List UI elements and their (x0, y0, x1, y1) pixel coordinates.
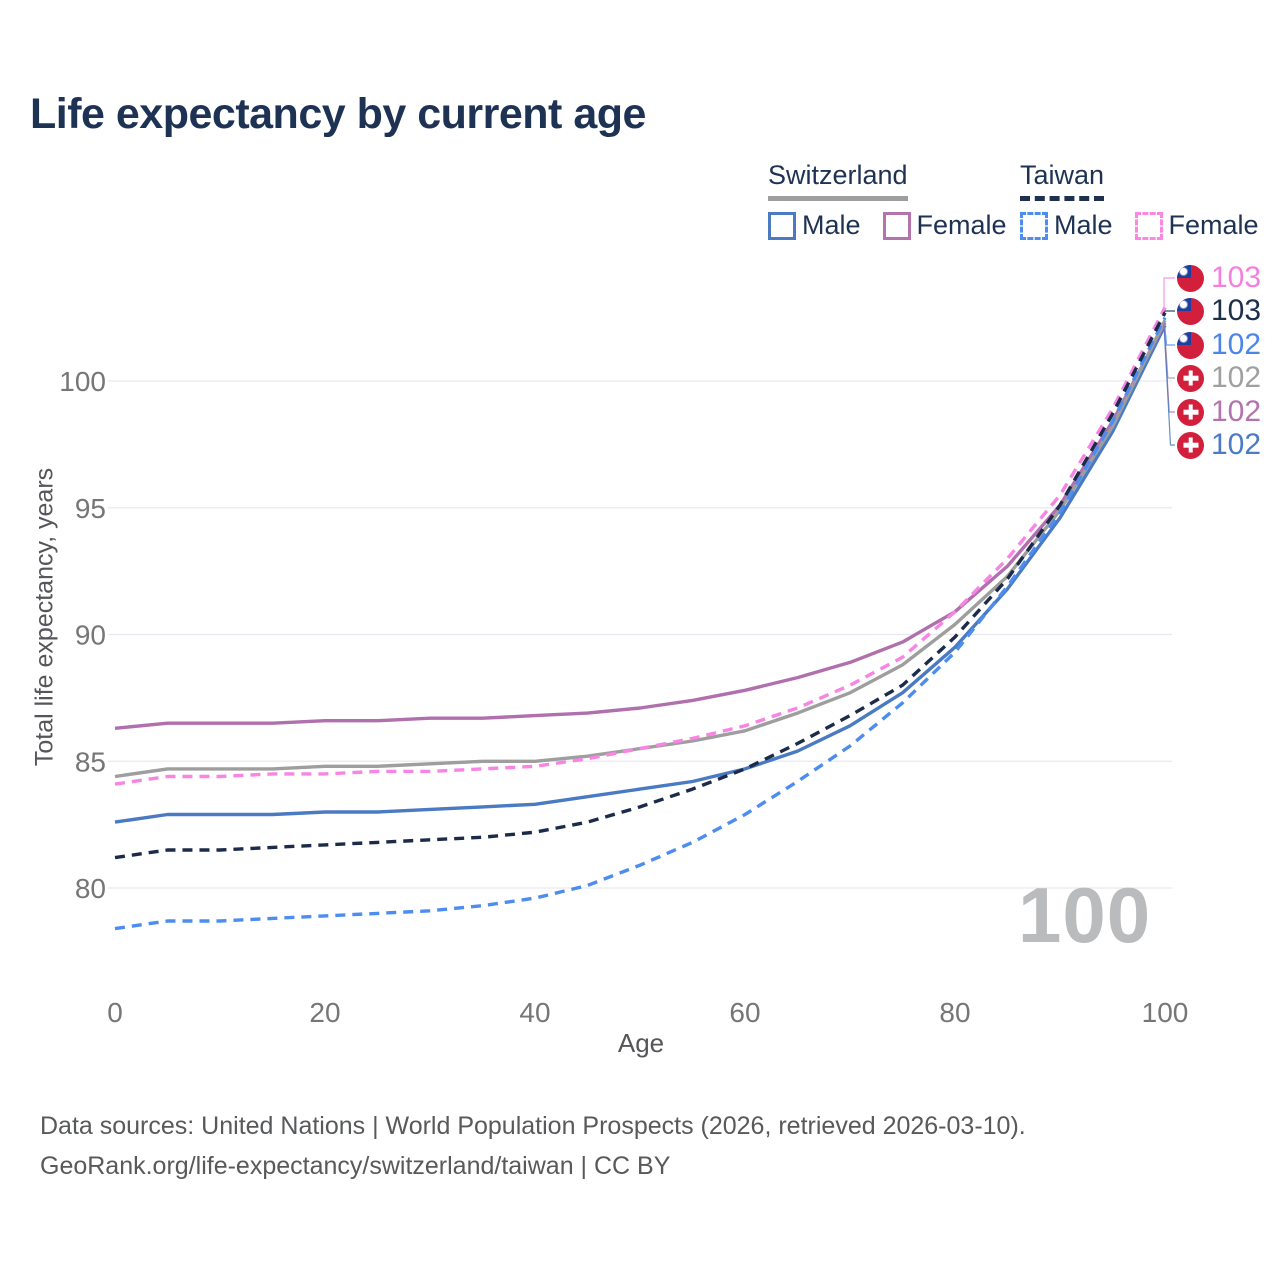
end-label-connector (1163, 325, 1175, 446)
legend-label-taiwan-female: Female (1168, 210, 1259, 240)
x-tick-label: 40 (519, 997, 550, 1028)
y-tick-label: 90 (75, 620, 106, 651)
legend-label-switzerland-female: Female (916, 210, 1007, 240)
end-label-value: 102 (1211, 361, 1262, 394)
footer-line-1: Data sources: United Nations | World Pop… (40, 1112, 1026, 1140)
y-axis-title: Total life expectancy, years (30, 467, 59, 767)
end-label-row: 102 (1177, 428, 1262, 461)
switzerland-flag-icon (1177, 398, 1204, 426)
taiwan-female-swatch-icon (1134, 211, 1163, 240)
end-label-row: 102 (1177, 361, 1262, 394)
x-tick-label: 60 (729, 997, 760, 1028)
x-axis-title: Age (617, 1028, 665, 1058)
footer-line-2: GeoRank.org/life-expectancy/switzerland/… (40, 1152, 671, 1180)
series-line-taiwan-both[interactable] (114, 311, 1167, 860)
age-watermark: 100 (1018, 871, 1152, 959)
series-line-taiwan-female[interactable] (114, 306, 1167, 786)
end-label-connector (1163, 310, 1175, 313)
end-label-value: 102 (1211, 395, 1262, 428)
taiwan-flag-icon (1177, 331, 1204, 359)
page-title: Life expectancy by current age (30, 90, 646, 138)
taiwan-flag-icon (1177, 264, 1204, 292)
legend-label-switzerland-male: Male (802, 210, 861, 240)
switzerland-flag-icon (1177, 364, 1204, 392)
end-label-row: 102 (1177, 395, 1262, 428)
legend-item-switzerland-female[interactable]: Female (882, 210, 1007, 241)
footer: Data sources: United Nations | World Pop… (40, 1106, 1026, 1186)
legend-label-taiwan-male: Male (1054, 210, 1113, 240)
y-tick-label: 95 (75, 493, 106, 524)
legend-country-switzerland[interactable]: Switzerland (768, 160, 908, 201)
switzerland-male-swatch-icon (768, 211, 796, 240)
legend-group-taiwan: Taiwan Male Female (1020, 160, 1259, 241)
end-label-row: 103 (1177, 294, 1262, 327)
x-tick-label: 80 (939, 997, 970, 1028)
taiwan-male-swatch-icon (1020, 211, 1048, 240)
x-tick-label: 100 (1142, 997, 1189, 1028)
legend-country-taiwan[interactable]: Taiwan (1020, 160, 1105, 201)
end-label-connector (1163, 277, 1175, 308)
end-label-value: 103 (1211, 261, 1262, 294)
legend-group-switzerland: Switzerland Male Female (768, 160, 1007, 241)
series-line-switzerland-female[interactable] (114, 321, 1167, 730)
end-label-row: 103 (1177, 261, 1262, 294)
end-label-value: 102 (1211, 328, 1262, 361)
taiwan-flag-icon (1177, 297, 1204, 325)
x-tick-label: 20 (309, 997, 340, 1028)
switzerland-female-swatch-icon (882, 211, 911, 240)
switzerland-flag-icon (1177, 431, 1204, 459)
legend-item-taiwan-male[interactable]: Male (1020, 210, 1113, 241)
legend-item-switzerland-male[interactable]: Male (768, 210, 861, 241)
end-label-value: 102 (1211, 428, 1262, 461)
y-tick-label: 85 (75, 746, 106, 777)
series-line-taiwan-male[interactable] (114, 316, 1167, 931)
legend-item-taiwan-female[interactable]: Female (1134, 210, 1259, 241)
end-label-row: 102 (1177, 328, 1262, 361)
x-tick-label: 0 (107, 997, 123, 1028)
y-tick-label: 100 (59, 366, 106, 397)
end-label-value: 103 (1211, 294, 1262, 327)
y-tick-label: 80 (75, 873, 106, 904)
